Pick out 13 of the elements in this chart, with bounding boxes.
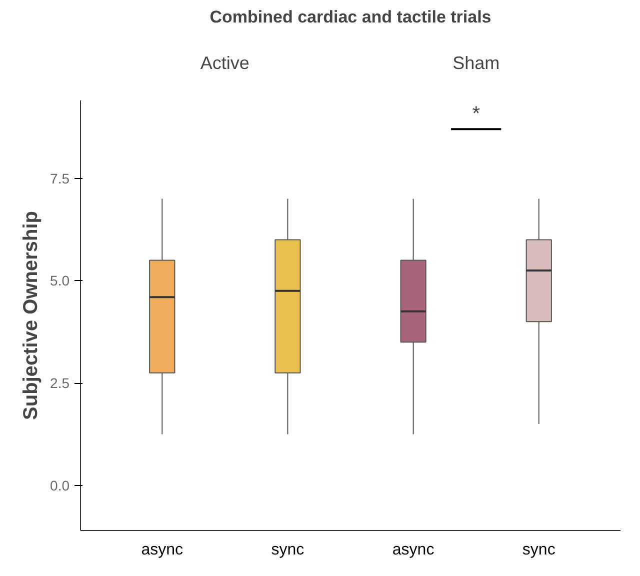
y-tick-label: 7.5 bbox=[50, 170, 70, 186]
x-tick-label: async bbox=[141, 542, 184, 558]
y-tick-label: 5.0 bbox=[50, 272, 70, 289]
text: Active bbox=[200, 52, 250, 73]
x-tick-label: async bbox=[392, 542, 434, 558]
y-tick-label: 2.5 bbox=[50, 375, 70, 392]
x-tick-label: sync bbox=[522, 542, 556, 558]
y-tick-label: 0.0 bbox=[50, 477, 70, 494]
annotation: * bbox=[472, 103, 480, 126]
chart-title: Combined cardiac and tactile trials bbox=[210, 8, 492, 26]
x-tick-label: sync bbox=[271, 542, 304, 558]
y-axis-title: Subjective Ownership bbox=[20, 211, 42, 420]
text: Sham bbox=[452, 52, 500, 73]
